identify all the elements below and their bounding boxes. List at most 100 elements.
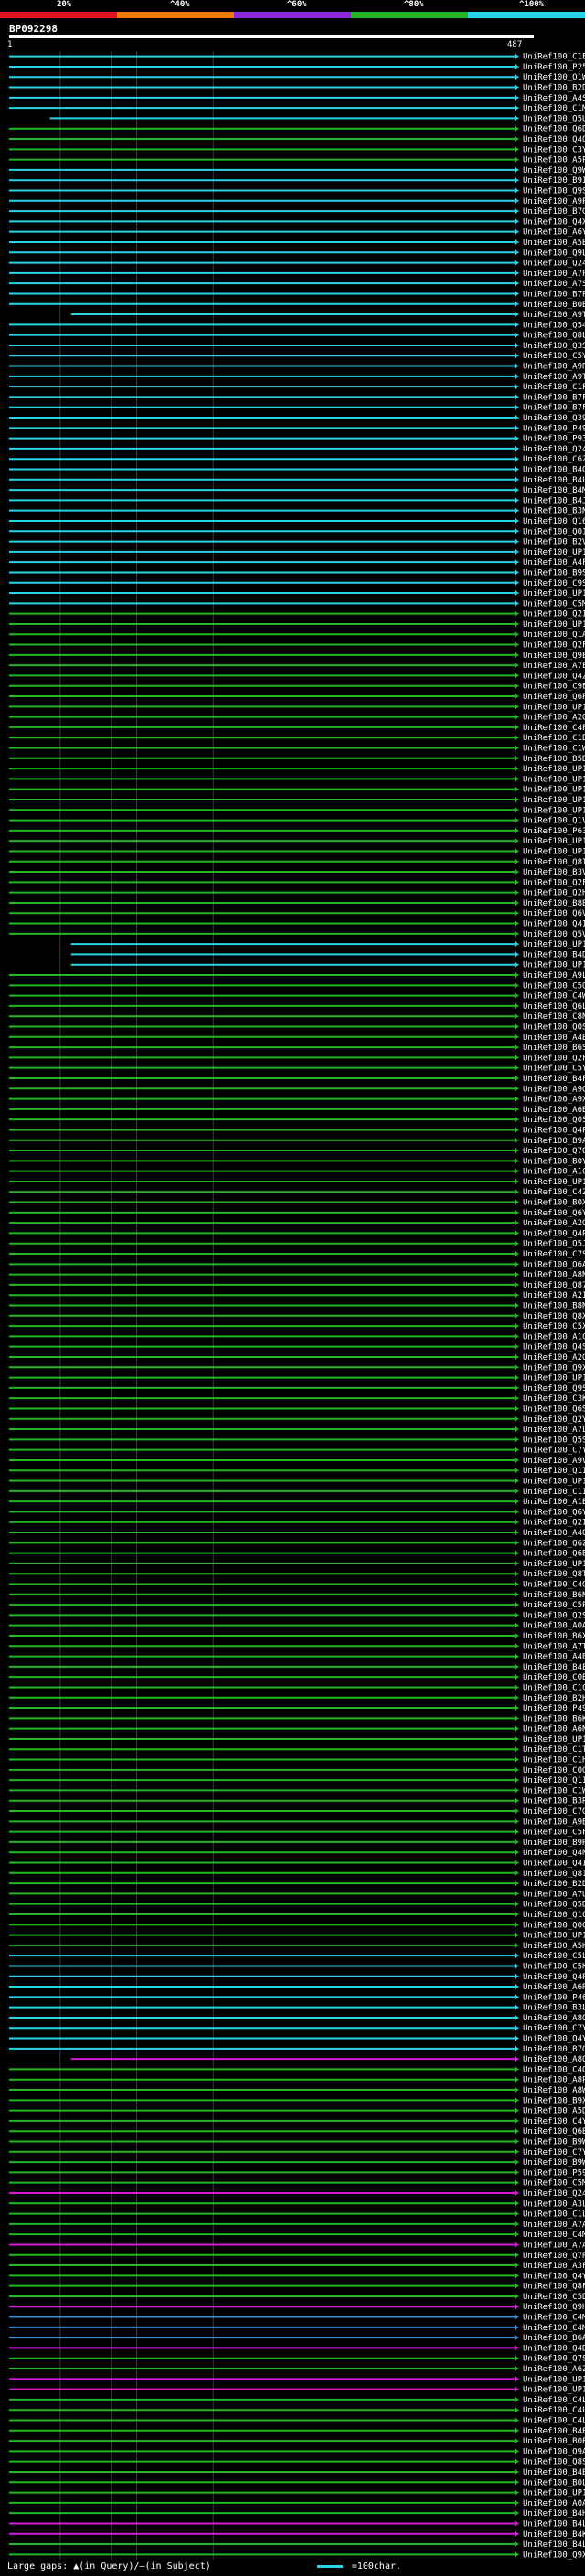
hit-row[interactable]: UniRef100_C0BL05	[9, 1673, 585, 1682]
hit-row[interactable]: UniRef100_Q5S3S0	[9, 1436, 585, 1445]
hit-row[interactable]: UniRef100_C7S4L6	[9, 1250, 585, 1259]
hit-row[interactable]: UniRef100_A2I3W1	[9, 1291, 585, 1300]
hit-row[interactable]: UniRef100_Q8FSU2	[9, 2283, 585, 2292]
hit-row[interactable]: UniRef100_C4LX02	[9, 2396, 585, 2405]
hit-row[interactable]: UniRef100_B4HJT5	[9, 2509, 585, 2518]
hit-row[interactable]: UniRef100_Q9XAY2	[9, 1363, 585, 1373]
hit-row[interactable]: UniRef100_C3KMC5	[9, 1394, 585, 1404]
hit-row[interactable]: UniRef100_C8N4D0	[9, 1012, 585, 1022]
hit-row[interactable]: UniRef100_B3NSP5	[9, 507, 585, 516]
hit-row[interactable]: UniRef100_Q2Y691	[9, 1415, 585, 1425]
hit-row[interactable]: UniRef100_A7U977	[9, 1890, 585, 1899]
hit-row[interactable]: UniRef100_C1I1Z6	[9, 1488, 585, 1497]
hit-row[interactable]: UniRef100_Q4I2Z49	[9, 920, 585, 929]
hit-row[interactable]: UniRef100_C4LT99	[9, 2406, 585, 2415]
hit-row[interactable]: UniRef100_C1TQH8	[9, 1745, 585, 1754]
hit-row[interactable]: UniRef100_B9A2B4	[9, 1137, 585, 1146]
hit-row[interactable]: UniRef100_B8BQ72	[9, 899, 585, 908]
hit-row[interactable]: UniRef100_C4Z9AC	[9, 1188, 585, 1197]
hit-row[interactable]: UniRef100_UP1000...	[9, 1932, 585, 1941]
hit-row[interactable]: UniRef100_A7AY19	[9, 2221, 585, 2230]
hit-row[interactable]: UniRef100_Q6Z592	[9, 1539, 585, 1548]
hit-row[interactable]: UniRef100_A7AE3L	[9, 2241, 585, 2250]
hit-row[interactable]: UniRef100_Q1I2I5	[9, 1467, 585, 1476]
hit-row[interactable]: UniRef100_Q6BR20	[9, 1550, 585, 1559]
hit-row[interactable]: UniRef100_Q7Q0T5	[9, 1147, 585, 1156]
hit-row[interactable]: UniRef100_Q9XW49	[9, 2550, 585, 2560]
hit-row[interactable]: UniRef100_Q2FBK6	[9, 878, 585, 887]
hit-row[interactable]: UniRef100_Q4Z248	[9, 672, 585, 681]
hit-row[interactable]: UniRef100_Q4X4D3	[9, 217, 585, 227]
hit-row[interactable]: UniRef100_Q6L4F8	[9, 1002, 585, 1012]
hit-row[interactable]: UniRef100_A0AU10	[9, 1622, 585, 1631]
hit-row[interactable]: UniRef100_B2HDC3	[9, 1694, 585, 1703]
hit-row[interactable]: UniRef100_P49026	[9, 424, 585, 433]
hit-row[interactable]: UniRef100_C7Y7T9	[9, 1447, 585, 1456]
hit-row[interactable]: UniRef100_Q9W711	[9, 166, 585, 175]
hit-row[interactable]: UniRef100_Q4PHS2	[9, 1973, 585, 1982]
hit-row[interactable]: UniRef100_UP1000...	[9, 1560, 585, 1569]
hit-row[interactable]: UniRef100_C9SQI1	[9, 579, 585, 588]
hit-row[interactable]: UniRef100_Q9A654	[9, 2447, 585, 2456]
hit-row[interactable]: UniRef100_Q5V659	[9, 930, 585, 939]
hit-row[interactable]: UniRef100_P25387	[9, 63, 585, 72]
hit-row[interactable]: UniRef100_B4M2S9	[9, 486, 585, 495]
hit-row[interactable]: UniRef100_C4Q6K9	[9, 2065, 585, 2074]
hit-row[interactable]: UniRef100_A6ZIC2	[9, 2365, 585, 2374]
hit-row[interactable]: UniRef100_Q8XIL8	[9, 1312, 585, 1321]
hit-row[interactable]: UniRef100_A7S0W5	[9, 280, 585, 289]
hit-row[interactable]: UniRef100_A6NQY1	[9, 1725, 585, 1734]
hit-row[interactable]: UniRef100_C4YBT9	[9, 2117, 585, 2126]
hit-row[interactable]: UniRef100_UP1000...	[9, 1478, 585, 1487]
hit-row[interactable]: UniRef100_Q0SPQ6	[9, 1116, 585, 1125]
hit-row[interactable]: UniRef100_A5KSI4	[9, 1942, 585, 1951]
hit-row[interactable]: UniRef100_B9WVA0	[9, 2138, 585, 2147]
hit-row[interactable]: UniRef100_B9I269	[9, 176, 585, 186]
hit-row[interactable]: UniRef100_Q9EKH1	[9, 652, 585, 661]
hit-row[interactable]: UniRef100_B4FXM1	[9, 1075, 585, 1084]
hit-row[interactable]: UniRef100_A9VLT8	[9, 1457, 585, 1466]
hit-row[interactable]: UniRef100_Q87OG6	[9, 1281, 585, 1290]
hit-row[interactable]: UniRef100_Q6Y2J7	[9, 1209, 585, 1218]
hit-row[interactable]: UniRef100_A4BXP4	[9, 1034, 585, 1043]
hit-row[interactable]: UniRef100_P59546	[9, 2168, 585, 2178]
hit-row[interactable]: UniRef100_C5FEE7	[9, 1829, 585, 1838]
hit-row[interactable]: UniRef100_Q4P6W9	[9, 1229, 585, 1238]
hit-row[interactable]: UniRef100_C5XGU1	[9, 1322, 585, 1331]
hit-row[interactable]: UniRef100_UP1000...	[9, 1374, 585, 1383]
hit-row[interactable]: UniRef100_Q1CRI7	[9, 1911, 585, 1920]
hit-row[interactable]: UniRef100_C9EZR1	[9, 683, 585, 692]
hit-row[interactable]: UniRef100_C4WTS7	[9, 992, 585, 1002]
hit-row[interactable]: UniRef100_A9TNV3	[70, 311, 585, 320]
hit-row[interactable]: UniRef100_A7LQ08	[9, 1426, 585, 1435]
hit-row[interactable]: UniRef100_A9P1N7	[9, 197, 585, 207]
hit-row[interactable]: UniRef100_Q8S2T3	[9, 2458, 585, 2467]
hit-row[interactable]: UniRef100_B4LCS2	[9, 2519, 585, 2528]
hit-row[interactable]: UniRef100_Q2F5M4	[9, 641, 585, 651]
hit-row[interactable]: UniRef100_A5PK26	[9, 156, 585, 165]
hit-row[interactable]: UniRef100_B7FJT0	[9, 404, 585, 413]
hit-row[interactable]: UniRef100_UP1000...	[9, 2375, 585, 2384]
hit-row[interactable]: UniRef100_A9B4E4	[9, 1818, 585, 1827]
hit-row[interactable]: UniRef100_C3YQF5	[9, 145, 585, 154]
hit-row[interactable]: UniRef100_A4FUP3A	[9, 558, 585, 567]
hit-row[interactable]: UniRef100_UP1000...	[9, 765, 585, 774]
hit-row[interactable]: UniRef100_C4M2B1	[9, 2314, 585, 2323]
hit-row[interactable]: UniRef100_B9RBK5	[9, 1839, 585, 1848]
hit-row[interactable]: UniRef100_Q2HMB0	[9, 889, 585, 898]
hit-row[interactable]: UniRef100_B4DVD2	[70, 950, 585, 959]
hit-row[interactable]: UniRef100_B4B5B7	[9, 2468, 585, 2477]
hit-row[interactable]: UniRef100_A7PH35	[9, 270, 585, 279]
hit-row[interactable]: UniRef100_B8NTQ5	[9, 1302, 585, 1311]
hit-row[interactable]: UniRef100_Q81B40	[9, 1870, 585, 1879]
hit-row[interactable]: UniRef100_Q5DC54	[9, 1901, 585, 1910]
hit-row[interactable]: UniRef100_Q8I0B4	[9, 858, 585, 867]
hit-row[interactable]: UniRef100_Q6YU23	[9, 1508, 585, 1517]
hit-row[interactable]: UniRef100_C5DGD7	[9, 2293, 585, 2302]
hit-row[interactable]: UniRef100_B6K0E2	[9, 1714, 585, 1723]
hit-row[interactable]: UniRef100_Q9S9R9	[9, 187, 585, 196]
hit-row[interactable]: UniRef100_A8Q1C2	[9, 2014, 585, 2023]
hit-row[interactable]: UniRef100_B4JEI0	[9, 496, 585, 505]
hit-row[interactable]: UniRef100_B6AM09	[9, 2334, 585, 2343]
hit-row[interactable]: UniRef100_UP1000...	[9, 703, 585, 712]
